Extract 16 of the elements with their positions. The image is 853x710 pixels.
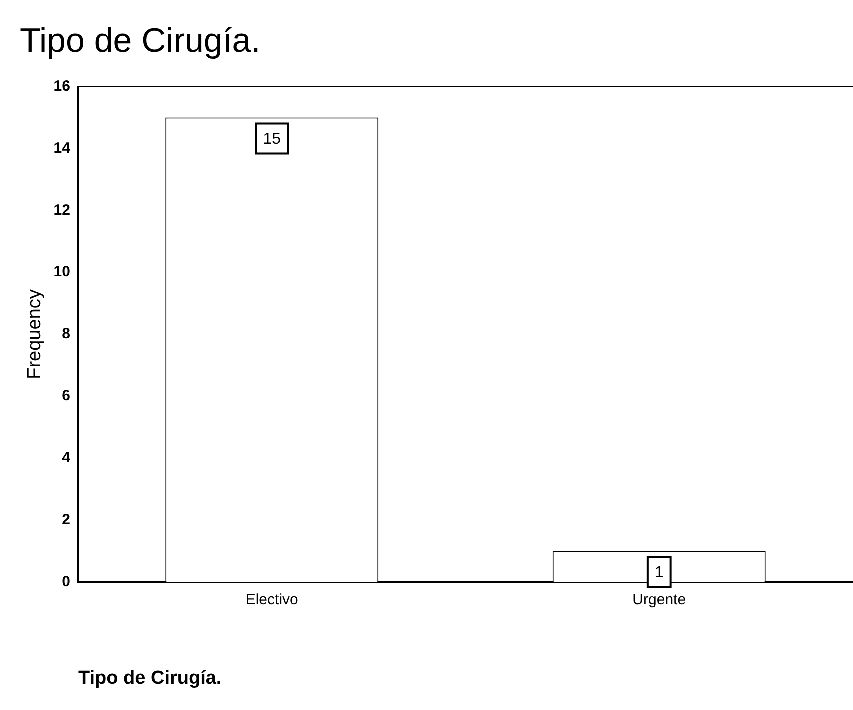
x-axis-title: Tipo de Cirugía.	[78, 668, 222, 689]
y-tick-label: 12	[54, 202, 70, 219]
y-tick-label: 14	[54, 140, 72, 157]
y-tick-label: 4	[62, 449, 72, 466]
y-tick-label: 0	[62, 573, 70, 590]
chart-title: Tipo de Cirugía.	[20, 22, 261, 60]
x-tick-label: Electivo	[246, 591, 298, 608]
y-tick-label: 8	[62, 326, 70, 343]
y-tick-label: 6	[62, 388, 70, 405]
y-tick-label: 2	[62, 511, 70, 528]
data-label: 15	[263, 131, 282, 148]
data-label: 1	[654, 564, 664, 582]
x-tick-label: Urgente	[632, 591, 686, 608]
y-axis-title: Frequency	[24, 289, 46, 380]
y-tick-label: 10	[54, 264, 70, 281]
y-tick-label: 16	[54, 78, 70, 95]
